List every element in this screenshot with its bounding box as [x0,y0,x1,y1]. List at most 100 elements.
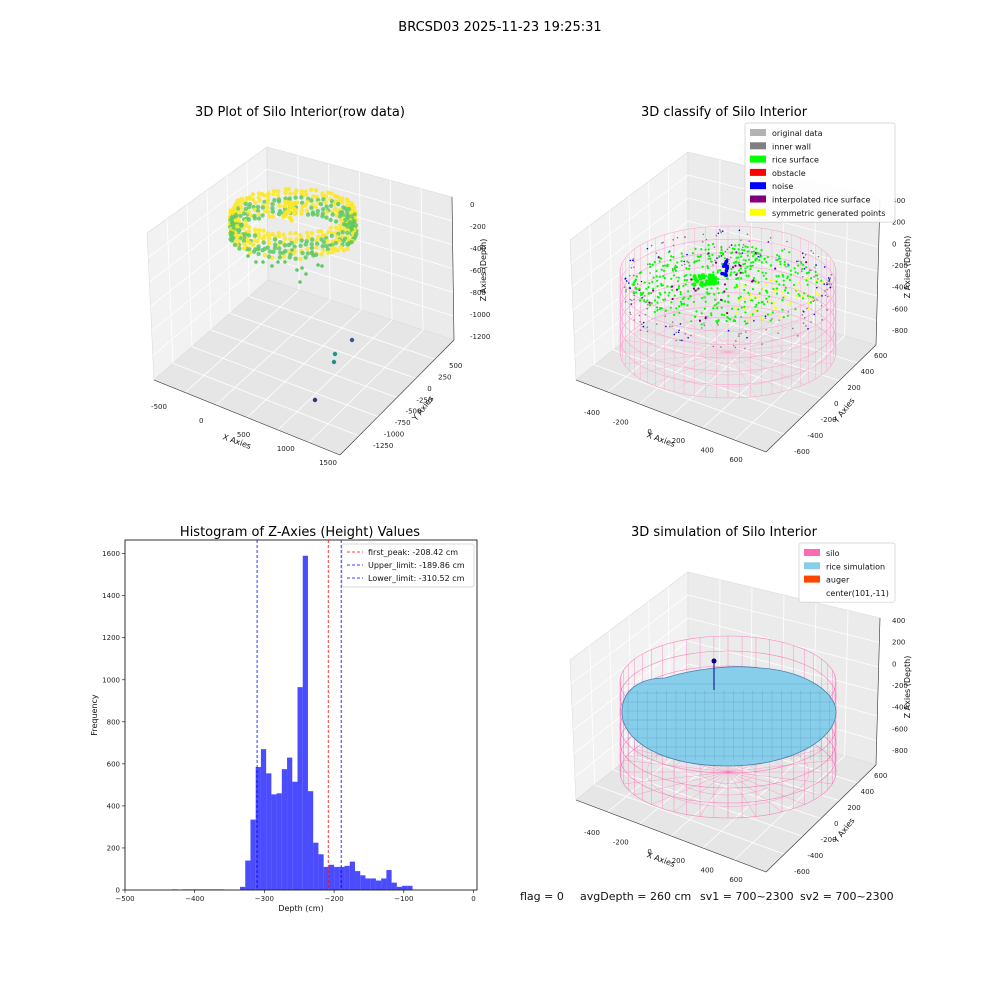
threshold-lines [256,540,342,890]
data-point [253,200,258,205]
data-point [270,264,274,268]
data-point [242,211,247,216]
data-point [713,304,716,307]
data-point [309,230,315,236]
data-point [237,210,242,215]
data-point [246,233,252,238]
data-point [734,315,737,318]
data-point [735,251,738,254]
data-point [769,237,772,239]
histogram-bar [182,889,188,890]
data-point [758,292,761,295]
data-point [656,284,659,288]
data-point [743,284,746,288]
data-point [693,315,697,318]
grid-line [734,335,845,441]
data-point [748,258,751,261]
data-point [729,318,732,321]
data-point [761,318,764,321]
data-point [709,260,713,263]
data-point [340,196,345,201]
data-point [761,271,764,274]
data-point [246,210,251,215]
data-point [743,320,746,323]
data-point [303,192,309,198]
data-point [746,233,749,236]
data-point [810,321,812,323]
data-point [276,230,281,236]
data-point [663,276,666,280]
data-point [337,227,342,233]
legend-label: Lower_limit: -310.52 cm [368,574,465,583]
outlier-point [332,351,338,357]
data-point [763,257,766,260]
tick-label: 200 [672,857,685,865]
histogram-bar [313,842,319,890]
data-point [326,250,331,256]
data-point [659,307,662,310]
data-point [685,267,688,270]
data-point [770,302,773,305]
data-point [815,264,817,266]
data-point [728,262,731,265]
tick-label: 400 [892,197,905,205]
data-point [651,280,654,283]
z-axis-line [875,617,881,766]
data-point [737,285,740,289]
data-point [305,212,311,217]
legend-label: noise [772,182,793,191]
data-point [320,233,326,238]
data-point [733,286,736,289]
data-point [700,312,703,315]
data-point [788,303,791,306]
data-point [243,201,248,207]
histogram-bar [187,889,193,890]
legend-swatch [804,562,820,570]
data-point [672,244,675,247]
data-point [696,288,699,291]
histogram-bar [375,880,382,890]
histogram-bar [391,882,397,890]
data-point [662,269,666,272]
data-point [316,234,321,239]
tick-label: 0 [892,660,896,668]
legend-swatch [750,129,766,136]
data-point [741,271,744,274]
z-tick-labels: 400 200 0 -200 -400 -600 -800 [892,617,908,755]
x-axis-line [575,379,767,453]
data-point [680,252,683,255]
data-point [332,201,338,206]
data-point [737,297,740,300]
data-point [341,212,346,218]
data-point [676,261,679,264]
tick-label: 250 [438,373,451,381]
data-point [744,322,748,325]
data-point [744,259,747,262]
data-point [324,204,329,209]
data-point [311,194,316,199]
legend-swatch [750,195,766,203]
data-point [820,279,823,282]
data-point [675,266,678,269]
data-point [699,255,702,258]
data-point [816,274,819,277]
data-point [828,279,831,281]
data-point [341,238,346,244]
data-point [660,284,663,287]
tick-label: 600 [729,876,742,884]
data-point [784,286,787,289]
data-point [627,282,630,284]
data-point [689,273,692,276]
data-point [715,320,718,323]
tick-label: -600 [470,267,486,275]
panel-simulation: 3D simulation of Silo Interior -400 -200 0… [569,525,912,884]
data-point [808,269,811,271]
tick-label: 200 [672,437,685,445]
histogram-bar [349,861,356,890]
data-point [629,311,631,314]
data-point [698,276,703,281]
data-point [238,213,243,219]
data-point [735,340,737,342]
data-point [756,251,759,255]
data-point [783,248,786,251]
